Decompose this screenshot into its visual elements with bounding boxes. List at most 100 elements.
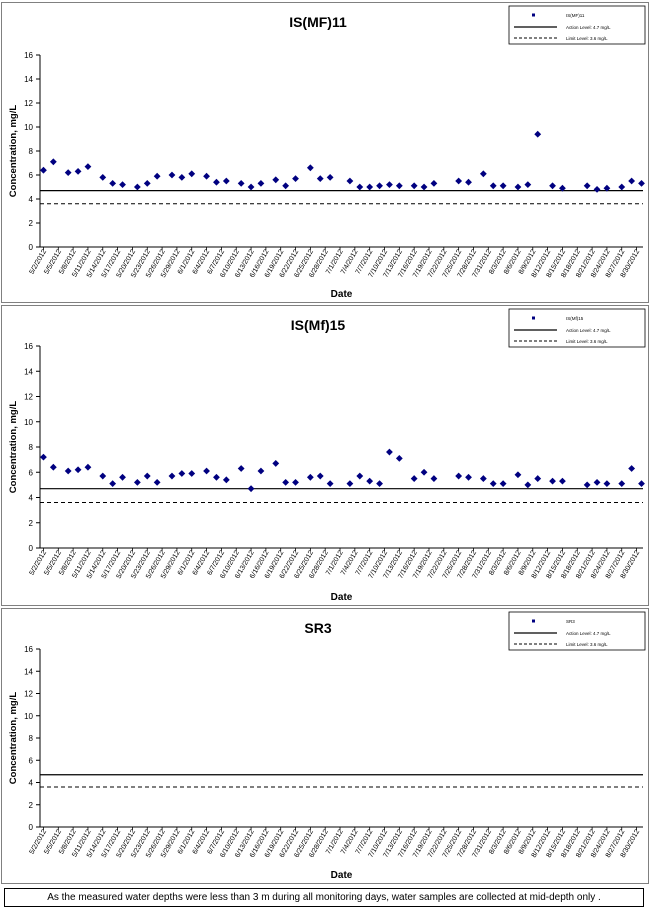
- y-tick-label: 10: [24, 418, 33, 427]
- data-point: [237, 465, 245, 472]
- data-point: [119, 473, 126, 481]
- data-point: [499, 182, 507, 190]
- data-point: [395, 182, 403, 190]
- data-point: [366, 183, 374, 191]
- data-point: [222, 476, 230, 484]
- y-tick-label: 2: [29, 219, 34, 228]
- data-point: [534, 475, 542, 482]
- data-point: [74, 168, 82, 175]
- y-tick-label: 4: [29, 779, 34, 788]
- legend-marker: [532, 619, 535, 623]
- y-tick-label: 6: [29, 171, 34, 180]
- chart-panel-sr3: SR3 SR3 Action Level: 4.7 mg/L Limit Level:…: [1, 608, 649, 884]
- y-tick-label: 16: [24, 51, 33, 60]
- data-point: [49, 158, 57, 166]
- y-tick-label: 12: [24, 393, 33, 402]
- data-point: [237, 180, 245, 187]
- y-tick-label: 16: [24, 645, 33, 654]
- data-point: [465, 178, 472, 186]
- data-point: [64, 467, 72, 475]
- data-point: [188, 470, 196, 477]
- data-point: [119, 181, 126, 188]
- data-point: [479, 475, 487, 482]
- data-point: [74, 466, 82, 474]
- data-point: [524, 181, 532, 188]
- data-point: [593, 478, 601, 486]
- footnote: As the measured water depths were less t…: [4, 888, 644, 907]
- data-point: [376, 182, 383, 190]
- legend-entry: IS(Mf)15: [566, 316, 584, 321]
- data-point: [366, 477, 374, 485]
- chart-panel-is-mf-11: IS(MF)11 IS(MF)11 Action Level: 4.7 mg/L Li…: [1, 2, 649, 303]
- chart-panel-is-mf-15: IS(Mf)15 IS(Mf)15 Action Level: 4.7 mg/L Li…: [1, 305, 649, 606]
- data-point: [430, 475, 438, 482]
- y-tick-label: 14: [24, 75, 33, 84]
- data-point: [133, 478, 141, 486]
- data-point: [628, 177, 636, 185]
- data-point: [559, 477, 566, 485]
- data-point: [84, 163, 92, 170]
- data-point: [430, 180, 438, 187]
- data-point: [99, 472, 107, 480]
- x-axis-label: Date: [331, 289, 353, 300]
- data-point: [638, 480, 645, 488]
- y-tick-label: 6: [29, 756, 34, 765]
- data-point: [306, 473, 314, 481]
- y-tick-label: 16: [24, 342, 33, 351]
- data-point: [499, 480, 507, 488]
- data-point: [99, 174, 107, 181]
- data-point: [133, 183, 141, 191]
- chart-title: SR3: [304, 620, 331, 636]
- y-tick-label: 10: [24, 712, 33, 721]
- data-point: [395, 454, 403, 462]
- data-point: [316, 472, 324, 480]
- data-point: [316, 175, 324, 182]
- y-tick-label: 8: [29, 147, 34, 156]
- data-point: [109, 180, 117, 187]
- data-point: [143, 472, 151, 480]
- data-point: [638, 180, 645, 187]
- data-point: [153, 172, 161, 180]
- data-point: [49, 463, 57, 471]
- chart-svg: IS(MF)11 IS(MF)11 Action Level: 4.7 mg/L Li…: [8, 5, 646, 300]
- data-point: [455, 177, 463, 185]
- y-tick-label: 2: [29, 519, 34, 528]
- x-axis-label: Date: [331, 592, 353, 603]
- data-point: [479, 170, 487, 178]
- y-tick-label: 10: [24, 123, 33, 132]
- data-point: [247, 485, 255, 493]
- y-axis-label: Concentration, mg/L: [8, 105, 19, 198]
- y-tick-label: 0: [29, 544, 34, 553]
- data-point: [465, 473, 472, 481]
- data-point: [292, 478, 299, 486]
- legend-entry: Action Level: 4.7 mg/L: [566, 631, 611, 636]
- chart-title: IS(Mf)15: [291, 317, 346, 333]
- data-point: [489, 182, 497, 190]
- data-point: [593, 186, 601, 193]
- data-point: [489, 480, 497, 488]
- y-tick-label: 0: [29, 243, 34, 252]
- chart-svg: SR3 SR3 Action Level: 4.7 mg/L Limit Level:…: [8, 611, 646, 881]
- legend-entry: Limit Level: 3.6 mg/L: [566, 642, 608, 647]
- legend-marker: [532, 316, 535, 320]
- data-point: [524, 481, 532, 489]
- data-point: [257, 467, 265, 475]
- y-tick-label: 14: [24, 367, 33, 376]
- legend-entry: SR3: [566, 619, 575, 624]
- data-point: [168, 171, 176, 179]
- data-point: [603, 480, 611, 488]
- y-tick-label: 6: [29, 468, 34, 477]
- data-point: [213, 473, 220, 481]
- data-point: [213, 178, 220, 186]
- data-point: [143, 180, 151, 187]
- data-point: [257, 180, 265, 187]
- data-point: [272, 460, 280, 467]
- data-point: [514, 471, 522, 479]
- data-point: [420, 183, 428, 191]
- y-tick-label: 12: [24, 690, 33, 699]
- data-point: [549, 477, 556, 485]
- data-point: [222, 177, 230, 185]
- data-point: [292, 175, 299, 182]
- data-point: [346, 480, 354, 488]
- data-point: [410, 182, 418, 190]
